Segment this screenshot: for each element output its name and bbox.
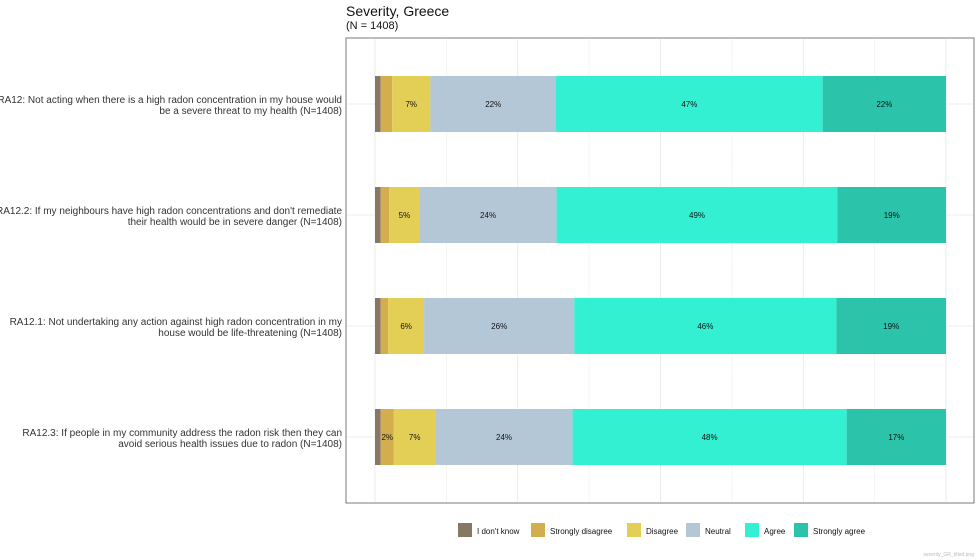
bar-segment bbox=[393, 409, 436, 465]
data-label: 47% bbox=[681, 100, 697, 109]
bar-segment bbox=[572, 409, 847, 465]
legend-swatch bbox=[745, 523, 759, 537]
bar-segment bbox=[424, 298, 575, 354]
bar-segment bbox=[380, 76, 393, 132]
data-label: 24% bbox=[480, 211, 496, 220]
bar-segment bbox=[556, 187, 838, 243]
bar-segment bbox=[375, 298, 381, 354]
bar-segment bbox=[375, 409, 381, 465]
bar-segment bbox=[375, 187, 381, 243]
legend-swatch bbox=[686, 523, 700, 537]
legend-swatch bbox=[627, 523, 641, 537]
chart-title: Severity, Greece bbox=[346, 3, 450, 19]
data-label: 19% bbox=[884, 211, 900, 220]
data-label: 2% bbox=[381, 433, 393, 442]
bar-segment bbox=[836, 298, 946, 354]
legend-entry: Strongly disagree bbox=[550, 527, 613, 536]
bar-segment bbox=[556, 76, 823, 132]
legend: I don't know Strongly disagree Disagree Neu… bbox=[458, 523, 866, 537]
data-label: 46% bbox=[697, 322, 713, 331]
data-label: 26% bbox=[491, 322, 507, 331]
legend-entry: Disagree bbox=[646, 527, 679, 536]
data-label: 7% bbox=[405, 100, 417, 109]
legend-swatch bbox=[458, 523, 472, 537]
legend-swatch bbox=[531, 523, 545, 537]
bar-segment bbox=[380, 187, 390, 243]
legend-entry: Neutral bbox=[705, 527, 731, 536]
bar-segment bbox=[574, 298, 837, 354]
bar-segment bbox=[392, 76, 431, 132]
bar-segment bbox=[380, 409, 394, 465]
legend-swatch bbox=[794, 523, 808, 537]
category-label: RA12.3: If people in my community addres… bbox=[22, 428, 342, 450]
bar-segment bbox=[419, 187, 557, 243]
watermark: severity_GR_titled.png bbox=[923, 552, 974, 558]
bars: 7% 22% 47% 22% 5% 24% 49% 19% 6% 26% 46% 19% 2% 7% 24%… bbox=[375, 76, 946, 465]
chart-subtitle: (N = 1408) bbox=[346, 20, 399, 32]
data-label: 7% bbox=[409, 433, 421, 442]
bar-segment bbox=[380, 298, 389, 354]
category-label: RA12.2: If my neighbours have high radon… bbox=[0, 206, 342, 228]
data-label: 5% bbox=[399, 211, 411, 220]
category-label: RA12: Not acting when there is a high ra… bbox=[0, 95, 342, 117]
bar-segment bbox=[389, 187, 420, 243]
data-label: 49% bbox=[689, 211, 705, 220]
legend-entry: Agree bbox=[764, 527, 786, 536]
bar-segment bbox=[388, 298, 425, 354]
legend-entry: I don't know bbox=[477, 527, 520, 536]
data-label: 22% bbox=[876, 100, 892, 109]
bar-segment bbox=[846, 409, 946, 465]
category-labels: RA12: Not acting when there is a high ra… bbox=[0, 95, 342, 450]
bar-segment bbox=[837, 187, 946, 243]
data-label: 17% bbox=[888, 433, 904, 442]
data-label: 22% bbox=[485, 100, 501, 109]
bar-segment bbox=[822, 76, 946, 132]
bar-segment bbox=[375, 76, 381, 132]
category-label: RA12.1: Not undertaking any action again… bbox=[10, 317, 342, 339]
legend-entry: Strongly agree bbox=[813, 527, 866, 536]
bar-segment bbox=[430, 76, 557, 132]
bar-segment bbox=[435, 409, 573, 465]
data-label: 48% bbox=[702, 433, 718, 442]
data-label: 24% bbox=[496, 433, 512, 442]
data-label: 19% bbox=[883, 322, 899, 331]
data-label: 6% bbox=[400, 322, 412, 331]
